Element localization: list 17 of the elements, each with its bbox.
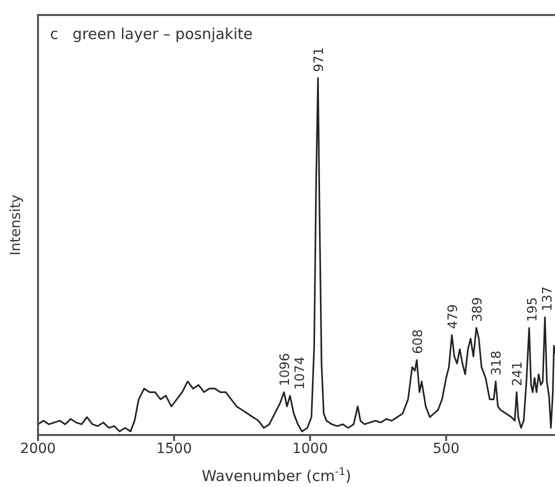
x-axis-title: Wavenumber (cm$^{-1}$) — [202, 466, 352, 485]
annotation: 241 — [510, 361, 526, 386]
annotation: 1096 — [278, 353, 293, 386]
chart-title: c green layer – posnjakite — [50, 25, 253, 43]
annotation: 195 — [526, 297, 541, 322]
annotation: 608 — [410, 329, 426, 354]
annotation: 971 — [312, 47, 327, 72]
annotation: 318 — [490, 350, 505, 376]
annotation: 1074 — [292, 356, 308, 390]
annotation: 479 — [446, 304, 461, 330]
y-axis-title: Intensity — [8, 194, 24, 256]
x-tick-label: 500 — [432, 440, 460, 457]
x-tick-label: 1500 — [156, 440, 192, 457]
x-tick-label: 1000 — [292, 440, 328, 457]
annotation: 389 — [470, 297, 486, 322]
annotation: 137 — [540, 286, 555, 312]
x-tick-label: 2000 — [20, 440, 56, 457]
